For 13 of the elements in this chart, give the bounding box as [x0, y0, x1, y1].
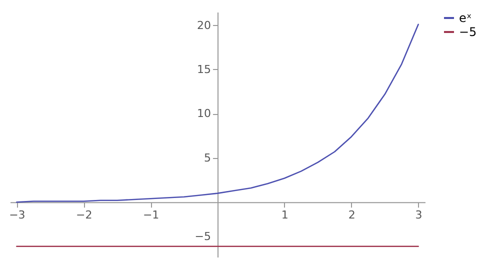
y-tick-label: 20: [197, 18, 211, 32]
y-tick-label: 15: [197, 62, 211, 76]
x-tick-label: 2: [348, 208, 356, 222]
legend-label: −5: [459, 25, 477, 39]
x-tick-label: 3: [415, 208, 422, 222]
y-tick-label: −5: [194, 230, 211, 243]
legend-label: eˣ: [459, 11, 472, 25]
x-tick-label: −3: [9, 208, 26, 222]
y-tick-label: 10: [197, 107, 211, 120]
x-tick-label: 1: [281, 208, 288, 222]
x-tick-label: −2: [76, 208, 92, 222]
y-tick-label: 5: [204, 151, 211, 164]
x-tick-label: −1: [142, 208, 160, 222]
